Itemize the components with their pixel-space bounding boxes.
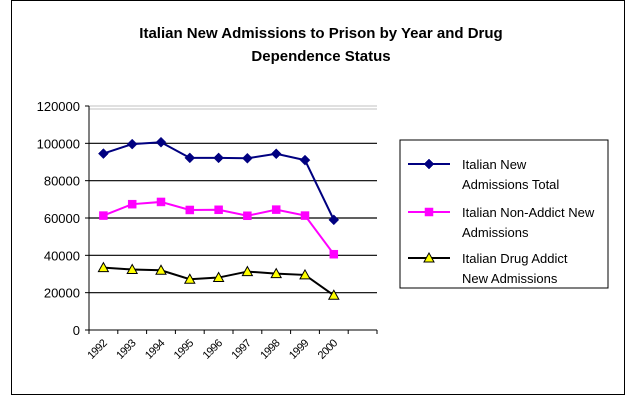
data-point (242, 152, 253, 164)
x-tick-label: 1997 (229, 337, 253, 361)
legend-label: Italian New (462, 157, 527, 172)
data-point (126, 138, 138, 150)
data-point (423, 251, 435, 263)
data-point (97, 261, 110, 273)
x-axis-ticks: 1992 1993 1994 1995 1996 1997 1998 1999 2000 (85, 330, 378, 362)
data-point (183, 273, 196, 284)
data-point (299, 154, 311, 166)
x-tick-label: 1998 (258, 337, 282, 361)
series (97, 261, 340, 300)
data-point (328, 214, 340, 226)
data-point (185, 205, 195, 215)
data-point (299, 268, 311, 280)
data-point (184, 152, 196, 164)
data-point (99, 211, 108, 220)
data-point (329, 249, 339, 259)
legend-label: Admissions (462, 225, 529, 240)
x-tick-label: 1992 (85, 337, 109, 361)
y-tick-label: 40000 (44, 248, 80, 263)
x-tick-label: 1993 (114, 337, 138, 361)
series-group (97, 136, 340, 300)
data-point (327, 289, 340, 300)
data-point (155, 264, 167, 275)
data-point (270, 267, 283, 279)
x-tick-label: 1999 (287, 337, 311, 361)
legend-item: Italian Non-Addict New Admissions (408, 205, 595, 240)
series (98, 136, 340, 226)
legend-label: New Admissions (462, 271, 558, 286)
legend-label: Italian Drug Addict (462, 251, 568, 266)
legend-label: Admissions Total (462, 177, 559, 192)
legend: Italian New Admissions Total Italian Non-A… (399, 139, 609, 289)
y-tick-label: 60000 (44, 211, 80, 226)
series (99, 197, 339, 259)
data-point (300, 211, 310, 220)
y-tick-label: 20000 (44, 286, 80, 301)
data-point (155, 136, 167, 148)
data-point (212, 271, 225, 283)
y-tick-label: 120000 (37, 99, 80, 114)
y-tick-label: 0 (73, 323, 80, 338)
chart-title-line-1: Italian New Admissions to Prison by Year… (139, 25, 502, 42)
x-tick-label: 2000 (316, 337, 340, 361)
data-point (156, 197, 166, 207)
data-point (271, 205, 281, 214)
y-axis-ticks: 0 20000 40000 60000 80000 100000 120000 (37, 99, 89, 338)
data-point (243, 211, 252, 221)
data-point (241, 265, 254, 277)
y-tick-label: 100000 (37, 136, 80, 151)
data-point (423, 158, 435, 170)
legend-item: Italian Drug Addict New Admissions (408, 251, 568, 286)
data-point (98, 148, 109, 159)
data-point (213, 152, 224, 164)
x-tick-label: 1995 (172, 337, 196, 361)
legend-item: Italian New Admissions Total (408, 157, 559, 192)
data-point (214, 205, 223, 215)
y-tick-label: 80000 (44, 174, 80, 189)
data-point (270, 148, 282, 160)
chart-title-line-2: Dependence Status (251, 48, 390, 65)
x-tick-label: 1994 (143, 337, 167, 361)
data-point (127, 199, 137, 209)
x-tick-label: 1996 (201, 337, 225, 361)
data-point (424, 207, 434, 217)
data-point (126, 263, 139, 275)
legend-label: Italian Non-Addict New (462, 205, 595, 220)
